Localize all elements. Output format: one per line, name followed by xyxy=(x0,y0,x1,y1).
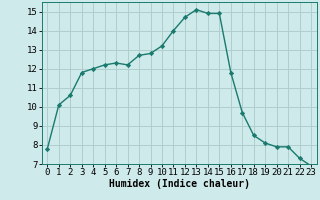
X-axis label: Humidex (Indice chaleur): Humidex (Indice chaleur) xyxy=(109,179,250,189)
